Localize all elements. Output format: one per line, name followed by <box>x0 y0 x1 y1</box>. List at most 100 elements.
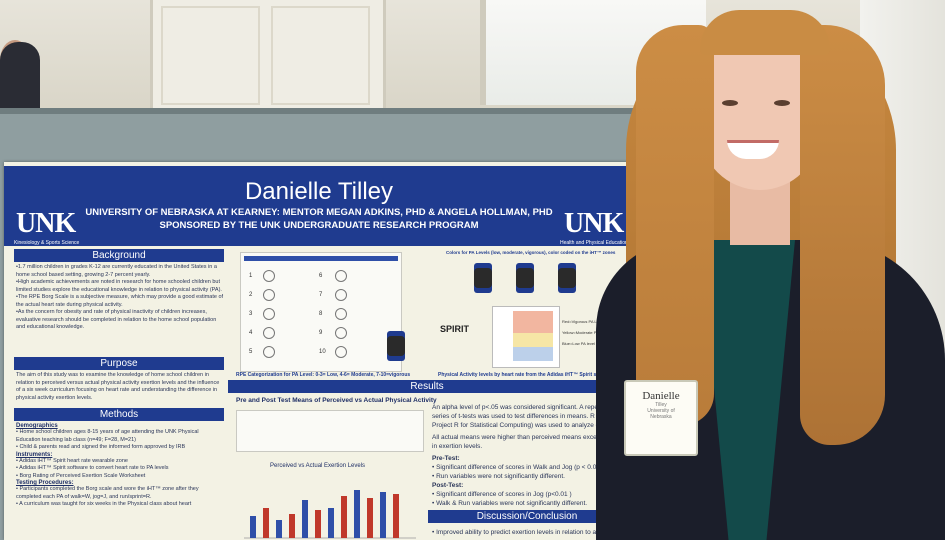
methods-item: • Home school children ages 8-15 years o… <box>16 429 199 443</box>
results-table <box>236 410 424 452</box>
methods-item: • Participants completed the Borg scale … <box>16 486 199 500</box>
rpe-face-icon <box>335 289 347 301</box>
methods-content: Demographics • Home school children ages… <box>16 423 224 509</box>
graph-moderate-band <box>513 333 553 347</box>
background-bullet: •1.7 million children in grades K-12 are… <box>16 264 217 278</box>
rpe-number: 2 <box>249 292 253 298</box>
watch-low <box>474 263 492 293</box>
poster-board-trim <box>0 108 860 114</box>
chart-bar <box>380 492 386 538</box>
discussion-text: • Improved ability to predict exertion l… <box>432 529 602 536</box>
presenter-eye <box>774 100 790 106</box>
name-badge: Danielle Tilley University of Nebraska <box>624 380 698 456</box>
badge-line: Tilley <box>655 402 667 408</box>
results-chart-title: Pre and Post Test Means of Perceived vs … <box>236 397 437 404</box>
results-text: An alpha level of p<.05 was considered s… <box>432 403 628 508</box>
door-panel <box>271 6 370 105</box>
background-bullets: •1.7 million children in grades K-12 are… <box>16 264 224 332</box>
graph-legend: Red=Vigorous PA Level Yellow=Moderate PA… <box>562 316 609 349</box>
rpe-scale-worksheet: 1 2 3 4 5 6 7 8 9 10 <box>240 252 402 372</box>
presenter-smile <box>727 140 779 159</box>
rpe-face-icon <box>263 308 275 320</box>
unk-logo-left: UNK <box>16 208 76 239</box>
presenter-hair-right <box>800 25 885 445</box>
exertion-bar-chart <box>244 490 416 539</box>
background-bullet: •As the concern for obesity and rate of … <box>16 309 217 330</box>
rpe-face-icon <box>263 270 275 282</box>
chart-bar <box>315 510 321 538</box>
rpe-worksheet-header <box>244 256 398 261</box>
unk-logo-left-caption: Kinesiology & Sports Science <box>14 240 80 246</box>
background-bullet: •High academic achievements are noted in… <box>16 279 222 293</box>
rpe-face-icon <box>335 346 347 358</box>
chart-bar <box>341 496 347 538</box>
rpe-face-icon <box>335 270 347 282</box>
graph-legend-item: Red=Vigorous PA Level <box>562 319 604 324</box>
background-person <box>0 42 40 112</box>
badge-line: Nebraska <box>650 414 672 420</box>
rpe-number: 7 <box>319 292 323 298</box>
methods-procedures-label: Testing Procedures: <box>16 480 74 486</box>
presenter-eye <box>722 100 738 106</box>
background-bullet: •The RPE Borg Scale is a subjective meas… <box>16 294 224 308</box>
rpe-face-icon <box>335 308 347 320</box>
rpe-number: 4 <box>249 330 253 336</box>
heart-rate-zone-device <box>387 331 405 361</box>
rpe-number: 6 <box>319 273 323 279</box>
results-paragraph: All actual means were higher than percei… <box>432 434 626 450</box>
background-door <box>150 0 386 110</box>
poster-presenter-name: Danielle Tilley <box>244 178 394 205</box>
watch-vigorous <box>558 263 576 293</box>
chart-bar <box>263 508 269 538</box>
heart-rate-graph <box>492 306 560 368</box>
door-panel <box>161 6 260 105</box>
activity-caption: Physical Activity levels by heart rate f… <box>438 372 615 378</box>
rpe-number: 3 <box>249 311 253 317</box>
unk-logo-right: UNK <box>564 208 624 239</box>
section-methods-heading: Methods <box>14 408 224 421</box>
rpe-face-icon <box>263 327 275 339</box>
badge-name: Danielle <box>642 390 680 402</box>
rpe-face-icon <box>263 289 275 301</box>
chart-bar <box>302 500 308 538</box>
graph-vigorous-band <box>513 311 553 333</box>
rpe-number: 1 <box>249 273 253 279</box>
methods-instruments-label: Instruments: <box>16 451 53 458</box>
chart-bar <box>328 508 334 538</box>
purpose-text: The aim of this study was to examine the… <box>16 372 220 401</box>
graph-legend-item: Yellow=Moderate PA Level <box>562 330 610 335</box>
methods-item: • Child & parents read and signed the in… <box>16 444 186 450</box>
posttest-item: • Significant difference of scores in Jo… <box>432 491 572 498</box>
watch-moderate <box>516 263 534 293</box>
methods-item: • A curriculum was taught for six weeks … <box>16 501 192 507</box>
chart-bar <box>393 494 399 538</box>
results-paragraph: An alpha level of p<.05 was considered s… <box>432 404 611 429</box>
section-discussion-heading: Discussion/Conclusion <box>428 510 626 523</box>
poster-subtitle-sponsor: SPONSORED BY THE UNK UNDERGRADUATE RESEA… <box>159 220 479 231</box>
chart-bar <box>289 514 295 538</box>
methods-item: • Adidas iHT™ Spirit software to convert… <box>16 465 169 471</box>
colors-caption: Colors for PA Levels (low, moderate, vig… <box>446 250 616 255</box>
posttest-label: Post-Test: <box>432 482 464 489</box>
pretest-label: Pre-Test: <box>432 455 460 462</box>
chart-bar <box>367 498 373 538</box>
spirit-logo: SPIRIT <box>440 324 470 334</box>
methods-item: • Borg Rating of Perceived Exertion Scal… <box>16 472 146 479</box>
graph-low-band <box>513 347 553 361</box>
rpe-face-icon <box>263 346 275 358</box>
section-results-heading: Results <box>228 380 626 393</box>
rpe-face-icon <box>335 327 347 339</box>
rpe-number: 9 <box>319 330 323 336</box>
section-purpose-heading: Purpose <box>14 357 224 370</box>
section-background-heading: Background <box>14 249 224 262</box>
methods-demographics-label: Demographics <box>16 423 58 429</box>
pretest-item: • Significant difference of scores in Wa… <box>432 464 603 471</box>
chart-bar <box>250 516 256 538</box>
poster-subtitle-mentors: UNIVERSITY OF NEBRASKA AT KEARNEY: MENTO… <box>85 207 553 218</box>
methods-item: • Adidas iHT™ Spirit heart rate wearable… <box>16 457 128 464</box>
poster-header <box>4 166 634 246</box>
graph-legend-item: Blue=Low PA level <box>562 341 595 346</box>
rpe-number: 5 <box>249 349 253 355</box>
chart-bar <box>276 520 282 538</box>
pretest-item: • Run variables were not significantly d… <box>432 473 565 480</box>
